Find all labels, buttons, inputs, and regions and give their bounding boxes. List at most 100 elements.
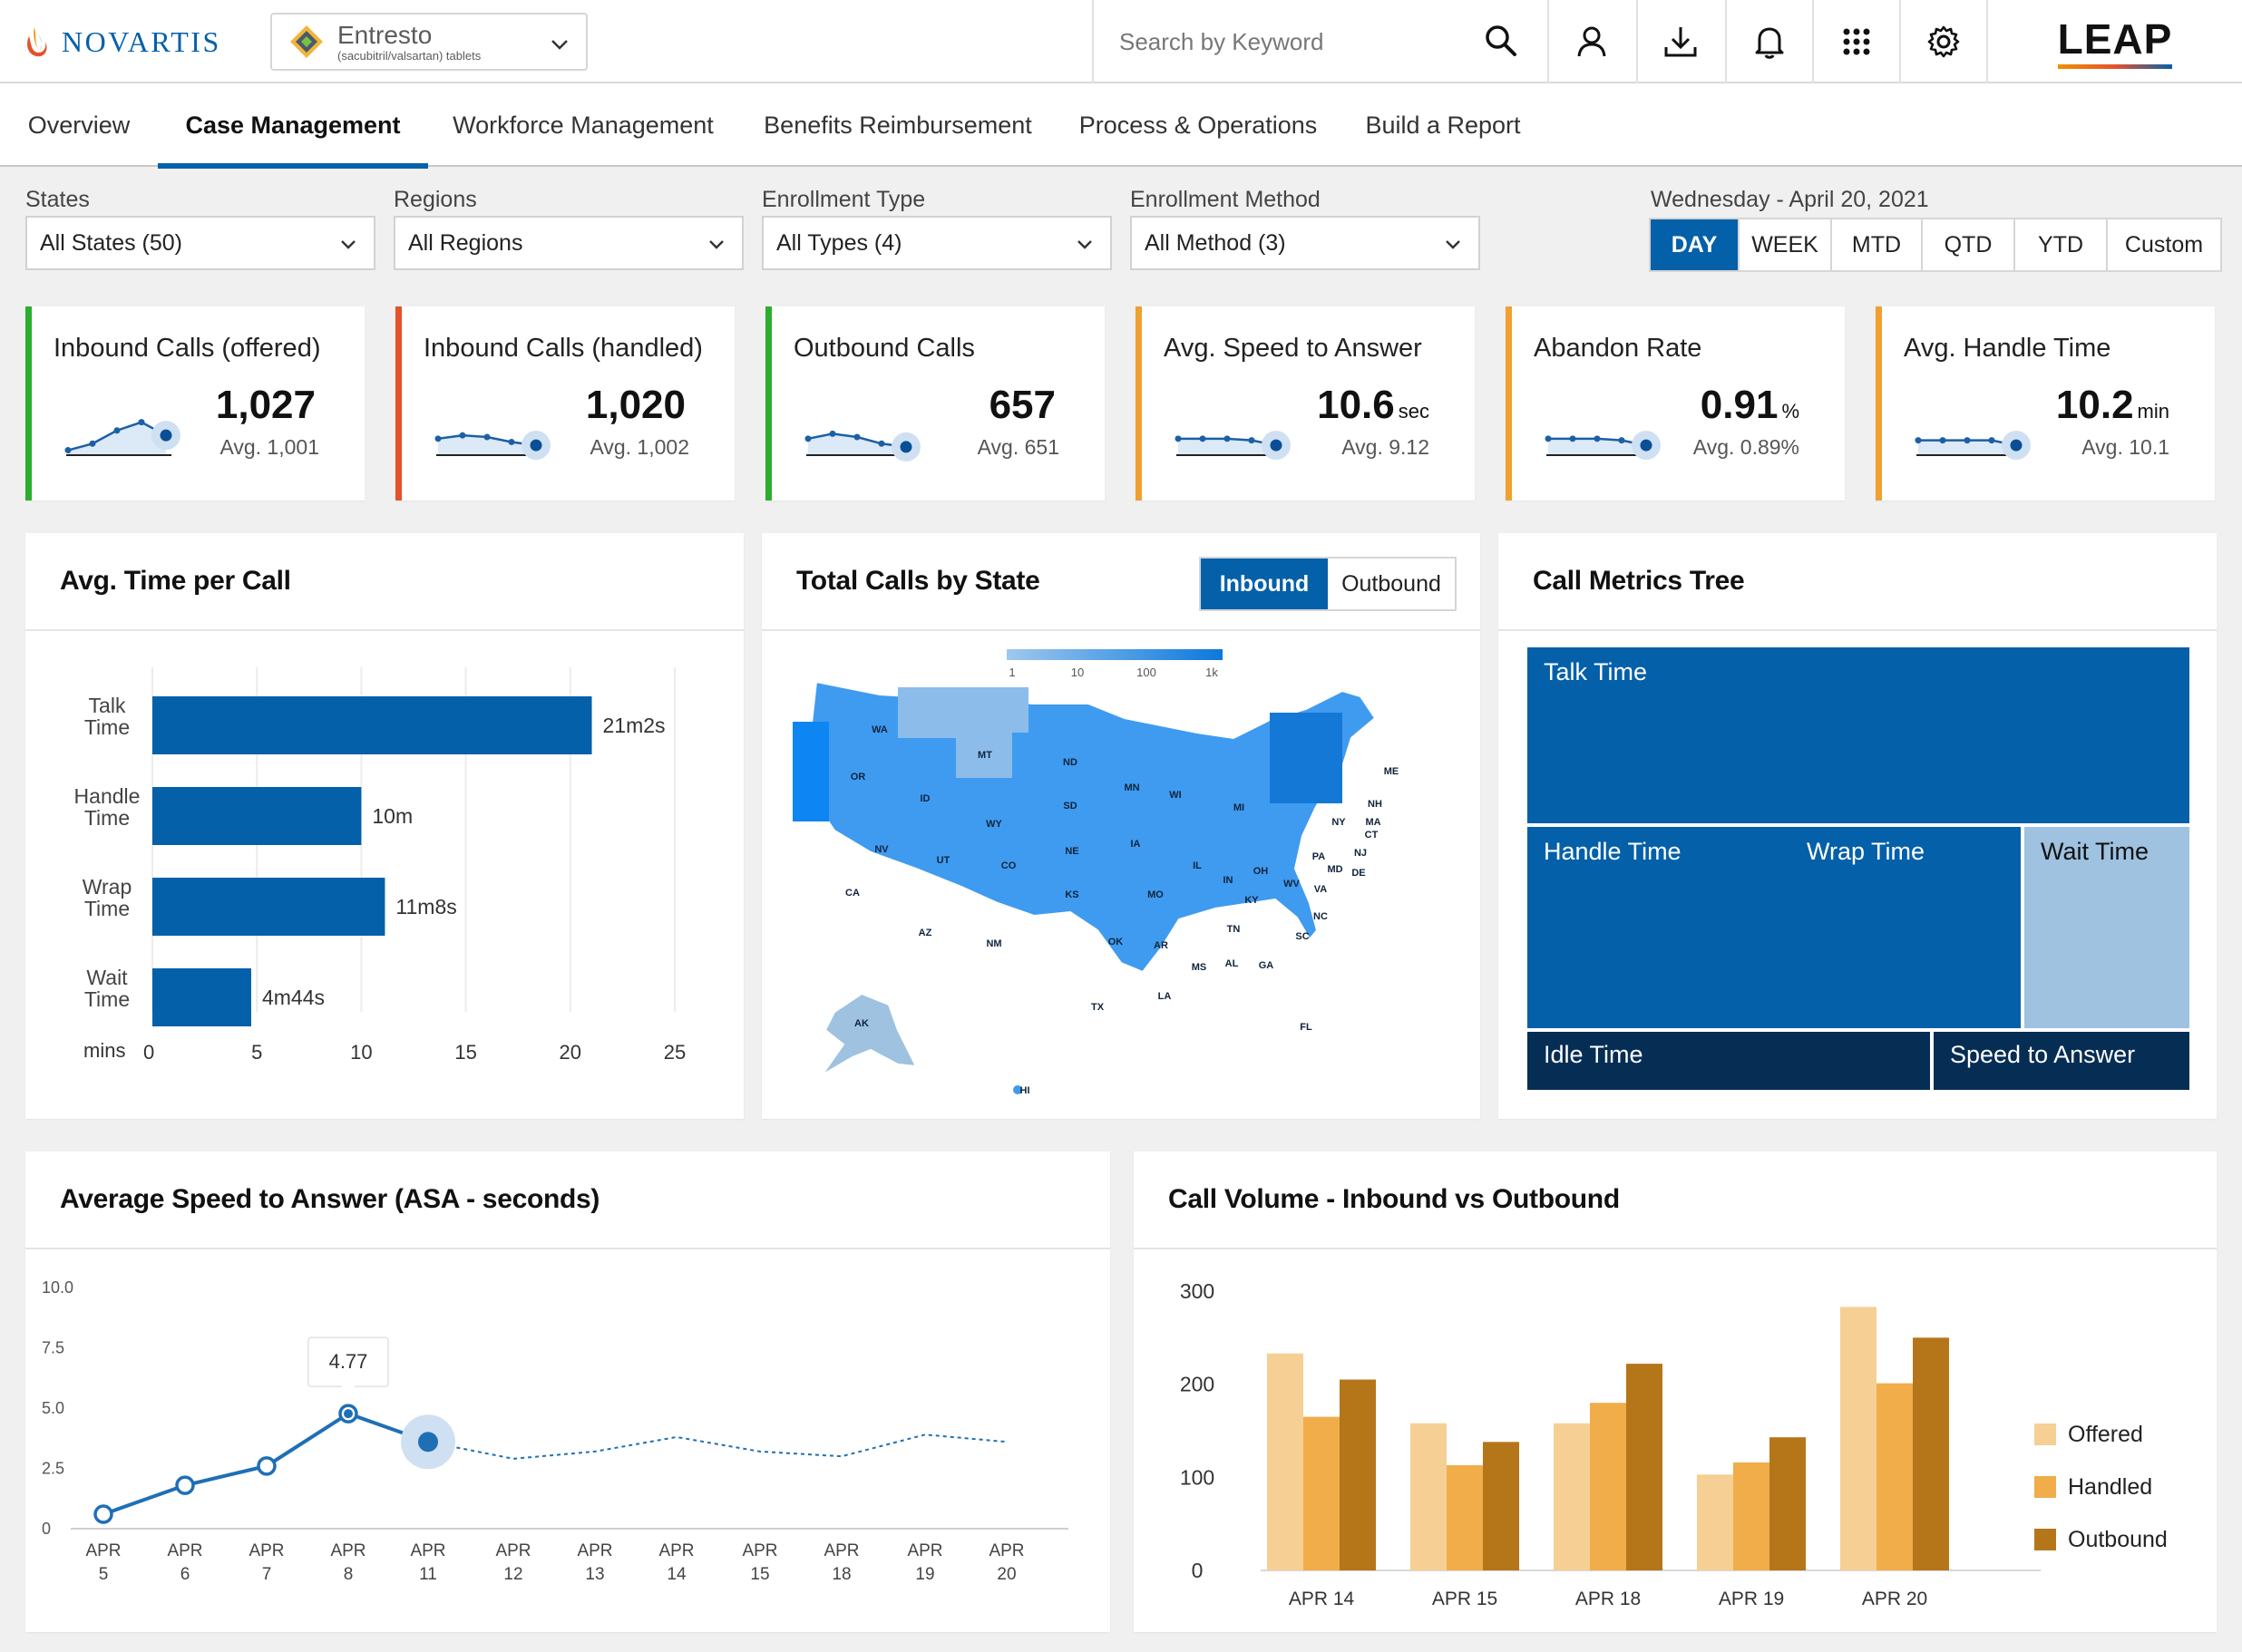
legend-tick-label: 1k xyxy=(1205,666,1218,679)
legend-tick-label: 1 xyxy=(1009,666,1015,679)
grid-apps-icon xyxy=(1843,28,1870,55)
states-select[interactable]: All States (50) xyxy=(25,216,375,270)
kpi-average: Avg. 651 xyxy=(977,435,1059,459)
x-tick-label: APR 20 xyxy=(1862,1589,1927,1609)
regions-select[interactable]: All Regions xyxy=(394,216,744,270)
tree-cell-wait-time[interactable]: Wait Time xyxy=(2024,827,2189,1028)
tab-benefits-reimbursement[interactable]: Benefits Reimbursement xyxy=(764,111,1032,139)
x-tick-label: 11 xyxy=(419,1565,437,1584)
period-ytd-button[interactable]: YTD xyxy=(2015,219,2108,270)
period-week-button[interactable]: WEEK xyxy=(1740,219,1832,270)
tab-overview[interactable]: Overview xyxy=(27,111,131,139)
state-label: OK xyxy=(1108,937,1124,947)
bar-handled[interactable] xyxy=(1876,1383,1913,1570)
state-label: MN xyxy=(1124,782,1139,793)
tree-cell-idle-time[interactable]: Idle Time xyxy=(1527,1032,1930,1090)
novartis-logo: NOVARTIS xyxy=(24,16,221,67)
asa-line-chart: 0 2.5 5.0 7.5 10.0 APR 5 APR 6 APR 7 APR 8 APR 11 APR 12… xyxy=(42,1278,1068,1584)
bar[interactable] xyxy=(152,878,385,936)
kpi-card[interactable]: Avg. Speed to Answer 10.6 sec Avg. 9.12 xyxy=(1136,306,1475,500)
gear-icon xyxy=(1927,25,1960,58)
bar-outbound[interactable] xyxy=(1340,1379,1376,1570)
y-tick-label: 300 xyxy=(1180,1279,1214,1303)
bar-outbound[interactable] xyxy=(1913,1337,1949,1570)
bar[interactable] xyxy=(152,787,362,845)
y-tick-label: 10.0 xyxy=(42,1278,73,1297)
data-point[interactable] xyxy=(175,1475,195,1495)
state-label: AR xyxy=(1154,940,1168,951)
x-tick-label: APR 18 xyxy=(1575,1589,1641,1609)
bar-data-label: 21m2s xyxy=(603,714,666,737)
apps-button[interactable] xyxy=(1812,0,1899,83)
main-nav: Overview Case Management Workforce Manag… xyxy=(0,83,2242,169)
bar-offered[interactable] xyxy=(1697,1474,1733,1570)
period-day-button[interactable]: DAY xyxy=(1651,219,1740,270)
x-axis-label: mins xyxy=(83,1039,125,1062)
state-label: MI xyxy=(1233,802,1244,813)
tree-cell-handle-time[interactable]: Handle Time xyxy=(1527,827,1790,1028)
tab-process-operations[interactable]: Process & Operations xyxy=(1078,111,1318,139)
state-region xyxy=(1270,713,1342,803)
kpi-card[interactable]: Outbound Calls 657 Avg. 651 xyxy=(765,306,1105,500)
settings-button[interactable] xyxy=(1899,0,1986,83)
bar-handled[interactable] xyxy=(1733,1462,1769,1570)
tab-workforce-management[interactable]: Workforce Management xyxy=(453,111,714,139)
bar[interactable] xyxy=(152,696,592,754)
bar-offered[interactable] xyxy=(1554,1423,1590,1570)
bar-handled[interactable] xyxy=(1590,1403,1626,1570)
y-category-label: Time xyxy=(84,806,130,830)
states-filter: States All States (50) xyxy=(25,187,375,270)
enrollment-type-select[interactable]: All Types (4) xyxy=(762,216,1112,270)
user-icon xyxy=(1577,26,1606,57)
bar-outbound[interactable] xyxy=(1769,1437,1806,1570)
chevron-down-icon xyxy=(551,40,568,50)
bar-outbound[interactable] xyxy=(1626,1364,1662,1570)
kpi-card[interactable]: Abandon Rate 0.91% Avg. 0.89% xyxy=(1506,306,1845,500)
tooltip-value: 4.77 xyxy=(329,1350,368,1373)
bar-offered[interactable] xyxy=(1410,1423,1447,1570)
x-tick-label: 10 xyxy=(350,1041,372,1064)
product-selector[interactable]: Entresto (sacubitril/valsartan) tablets xyxy=(270,13,588,71)
x-tick-label: APR xyxy=(167,1541,202,1560)
tab-case-management[interactable]: Case Management xyxy=(158,83,428,169)
leap-logo: LEAP xyxy=(1986,0,2242,83)
tree-cell-speed-to-answer[interactable]: Speed to Answer xyxy=(1934,1032,2189,1090)
data-point-highlight[interactable] xyxy=(418,1432,438,1453)
bell-icon xyxy=(1755,27,1784,59)
notifications-button[interactable] xyxy=(1725,0,1812,83)
inbound-toggle-button[interactable]: Inbound xyxy=(1201,559,1328,609)
enrollment-method-select[interactable]: All Method (3) xyxy=(1130,216,1480,270)
kpi-title: Inbound Calls (handled) xyxy=(424,334,703,363)
kpi-average: Avg. 1,002 xyxy=(590,435,689,459)
period-mtd-button[interactable]: MTD xyxy=(1832,219,1923,270)
bar-offered[interactable] xyxy=(1267,1353,1303,1570)
kpi-average: Avg. 10.1 xyxy=(2081,435,2169,459)
data-point[interactable] xyxy=(257,1456,277,1476)
period-qtd-button[interactable]: QTD xyxy=(1923,219,2015,270)
state-label: AZ xyxy=(919,928,932,938)
tree-cell-talk-time[interactable]: Talk Time xyxy=(1527,647,2189,823)
data-point[interactable] xyxy=(93,1504,113,1524)
bar[interactable] xyxy=(152,968,251,1026)
state-label: GA xyxy=(1259,960,1274,971)
bar-handled[interactable] xyxy=(1303,1416,1340,1570)
kpi-card[interactable]: Inbound Calls (handled) 1,020 Avg. 1,002 xyxy=(395,306,735,500)
bar-outbound[interactable] xyxy=(1483,1442,1519,1570)
state-region xyxy=(956,733,1012,778)
download-button[interactable] xyxy=(1636,0,1723,83)
tree-cell-wrap-time[interactable]: Wrap Time xyxy=(1790,827,2021,1028)
kpi-card[interactable]: Avg. Handle Time 10.2 min Avg. 10.1 xyxy=(1876,306,2215,500)
kpi-card[interactable]: Inbound Calls (offered) 1,027 Avg. 1,001 xyxy=(25,306,365,500)
period-custom-button[interactable]: Custom xyxy=(2124,231,2204,258)
kpi-value: 1,020 xyxy=(585,383,686,427)
search-input[interactable] xyxy=(1119,27,1482,56)
legend-swatch xyxy=(2034,1424,2056,1445)
bar-handled[interactable] xyxy=(1447,1464,1483,1570)
tab-build-a-report[interactable]: Build a Report xyxy=(1365,111,1521,139)
user-button[interactable] xyxy=(1547,0,1634,83)
state-label: SC xyxy=(1295,931,1309,942)
outbound-toggle-button[interactable]: Outbound xyxy=(1328,559,1455,609)
bar-offered[interactable] xyxy=(1840,1307,1876,1570)
search-icon[interactable] xyxy=(1484,24,1518,58)
